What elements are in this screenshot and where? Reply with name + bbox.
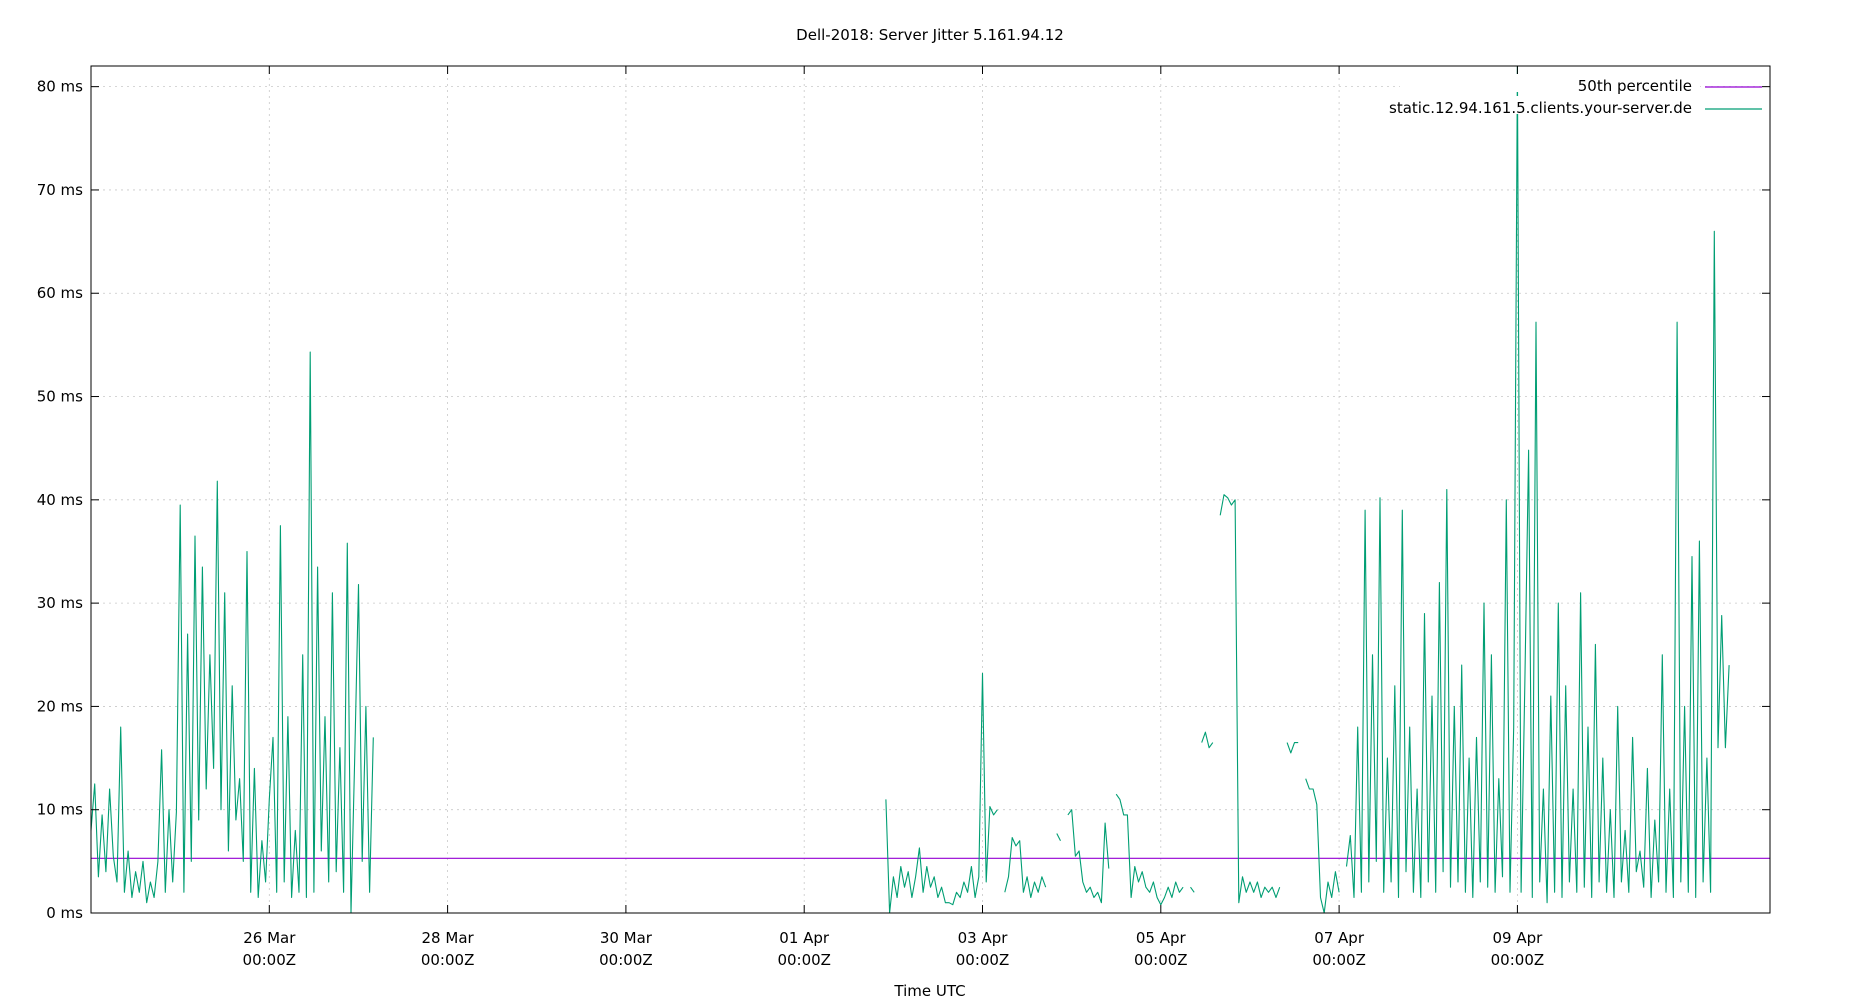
x-tick-label-time: 00:00Z	[599, 951, 653, 969]
legend-background	[1400, 74, 1700, 92]
chart-title: Dell-2018: Server Jitter 5.161.94.12	[796, 26, 1064, 44]
y-tick-label: 40 ms	[37, 491, 83, 509]
x-tick-label-date: 01 Apr	[779, 929, 830, 947]
legend-label: static.12.94.161.5.clients.your-server.d…	[1389, 99, 1692, 117]
jitter-series-line	[1067, 809, 1110, 904]
x-tick-label-time: 00:00Z	[1134, 951, 1188, 969]
x-tick-label-date: 03 Apr	[958, 929, 1009, 947]
x-tick-label-time: 00:00Z	[421, 951, 475, 969]
jitter-series-line	[1201, 731, 1214, 749]
x-tick-label-date: 07 Apr	[1314, 929, 1365, 947]
jitter-series-line	[1345, 65, 1730, 904]
jitter-series-line	[1305, 778, 1340, 914]
x-axis-label: Time UTC	[893, 982, 965, 1000]
legend-label: 50th percentile	[1578, 77, 1692, 95]
y-tick-label: 20 ms	[37, 697, 83, 715]
x-tick-label-date: 09 Apr	[1493, 929, 1544, 947]
y-tick-label: 60 ms	[37, 284, 83, 302]
jitter-series-line	[90, 351, 374, 914]
series-lines	[90, 65, 1770, 914]
y-tick-label: 50 ms	[37, 388, 83, 406]
jitter-series-line	[1286, 742, 1299, 754]
x-tick-label-time: 00:00Z	[243, 951, 297, 969]
x-tick-label-time: 00:00Z	[1491, 951, 1545, 969]
y-tick-label: 30 ms	[37, 594, 83, 612]
x-tick-label-time: 00:00Z	[777, 951, 831, 969]
jitter-series-line	[1115, 793, 1184, 906]
jitter-series-line	[1004, 837, 1047, 899]
legend-background	[1400, 96, 1700, 114]
x-tick-label-time: 00:00Z	[1312, 951, 1366, 969]
jitter-series-line	[1056, 833, 1061, 841]
jitter-series-line	[885, 672, 998, 914]
y-axis: 0 ms 10 ms 20 ms 30 ms 40 ms 50 ms 60 ms 70 ms 8…	[37, 78, 1770, 922]
jitter-series-line	[1219, 494, 1281, 904]
y-tick-label: 80 ms	[37, 78, 83, 96]
x-tick-label-date: 26 Mar	[243, 929, 296, 947]
jitter-series-line	[1190, 886, 1195, 893]
x-tick-label-time: 00:00Z	[956, 951, 1010, 969]
y-tick-label: 0 ms	[46, 904, 83, 922]
x-axis: 26 Mar 00:00Z 28 Mar 00:00Z 30 Mar 00:00Z 01 A…	[243, 66, 1545, 969]
plot-frame	[90, 65, 1771, 914]
x-tick-label-date: 05 Apr	[1136, 929, 1187, 947]
legend: 50th percentile static.12.94.161.5.client…	[1389, 74, 1762, 117]
y-tick-label: 70 ms	[37, 181, 83, 199]
x-tick-label-date: 30 Mar	[600, 929, 653, 947]
x-tick-label-date: 28 Mar	[422, 929, 475, 947]
y-tick-label: 10 ms	[37, 801, 83, 819]
